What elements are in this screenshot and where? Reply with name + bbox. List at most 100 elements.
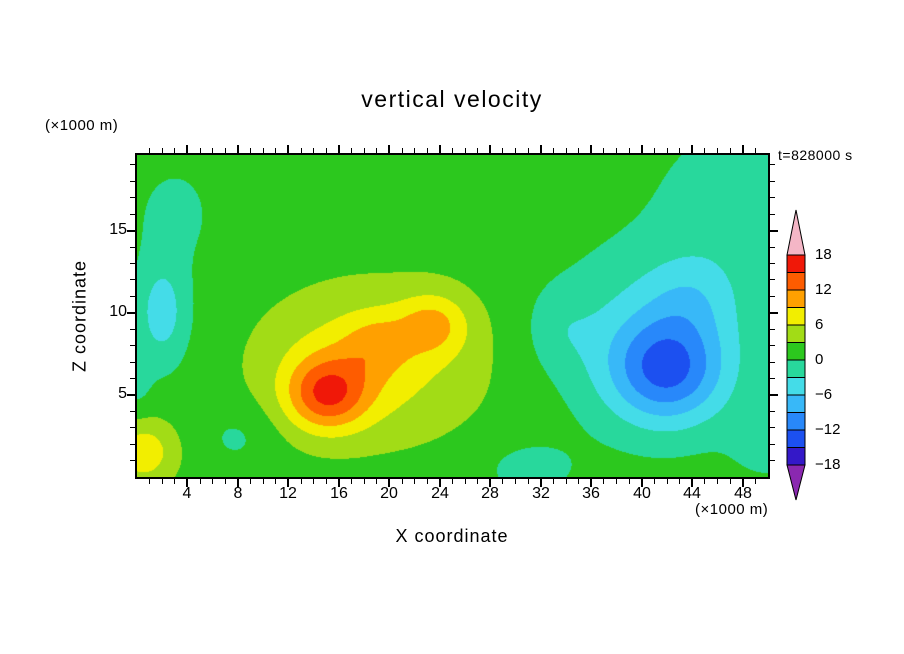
tick-mark <box>414 479 415 484</box>
tick-mark <box>553 148 554 153</box>
tick-mark <box>770 247 775 248</box>
tick-mark <box>717 479 718 484</box>
x-tick-label: 36 <box>582 485 600 502</box>
tick-mark <box>130 279 135 280</box>
tick-mark <box>770 460 775 461</box>
colorbar-segment <box>786 377 806 396</box>
tick-mark <box>174 148 175 153</box>
tick-mark <box>364 479 365 484</box>
tick-mark <box>162 479 163 484</box>
tick-mark <box>439 479 441 487</box>
colorbar-segment <box>786 289 806 308</box>
tick-mark <box>212 148 213 153</box>
tick-mark <box>212 479 213 484</box>
tick-mark <box>641 479 643 487</box>
tick-mark <box>770 362 775 363</box>
tick-mark <box>130 427 135 428</box>
tick-mark <box>770 263 775 264</box>
tick-mark <box>770 296 775 297</box>
tick-mark <box>489 479 491 487</box>
x-tick-label: 12 <box>279 485 297 502</box>
tick-mark <box>388 145 390 153</box>
tick-mark <box>730 148 731 153</box>
tick-mark <box>130 362 135 363</box>
tick-mark <box>225 148 226 153</box>
tick-mark <box>439 145 441 153</box>
tick-mark <box>502 479 503 484</box>
tick-mark <box>742 145 744 153</box>
tick-mark <box>477 479 478 484</box>
tick-mark <box>237 145 239 153</box>
tick-mark <box>364 148 365 153</box>
tick-mark <box>275 479 276 484</box>
tick-mark <box>590 479 592 487</box>
tick-mark <box>742 479 744 487</box>
tick-mark <box>351 479 352 484</box>
colorbar-segment <box>786 272 806 291</box>
colorbar-segment <box>786 307 806 326</box>
tick-mark <box>351 148 352 153</box>
time-annotation: t=828000 s <box>778 147 853 163</box>
tick-mark <box>770 230 778 232</box>
tick-mark <box>452 479 453 484</box>
tick-mark <box>540 145 542 153</box>
colorbar-tick-label: −18 <box>815 456 841 473</box>
tick-mark <box>313 148 314 153</box>
tick-mark <box>603 479 604 484</box>
tick-mark <box>452 148 453 153</box>
x-axis-label: X coordinate <box>395 526 509 546</box>
tick-mark <box>149 148 150 153</box>
x-tick-label: 24 <box>431 485 449 502</box>
tick-mark <box>127 394 135 396</box>
colorbar-segment <box>786 429 806 448</box>
tick-mark <box>629 479 630 484</box>
tick-mark <box>528 479 529 484</box>
tick-mark <box>641 145 643 153</box>
tick-mark <box>402 148 403 153</box>
tick-mark <box>629 148 630 153</box>
colorbar-over-arrow <box>786 209 806 256</box>
tick-mark <box>250 479 251 484</box>
tick-mark <box>667 148 668 153</box>
z-tick-label: 15 <box>109 221 127 238</box>
tick-mark <box>162 148 163 153</box>
tick-mark <box>755 148 756 153</box>
tick-mark <box>263 479 264 484</box>
x-tick-label: 16 <box>330 485 348 502</box>
tick-mark <box>770 329 775 330</box>
tick-mark <box>127 312 135 314</box>
colorbar-tick-label: 0 <box>815 351 824 368</box>
tick-mark <box>477 148 478 153</box>
tick-mark <box>200 148 201 153</box>
tick-mark <box>704 479 705 484</box>
tick-mark <box>770 378 775 379</box>
tick-mark <box>376 479 377 484</box>
tick-mark <box>528 148 529 153</box>
colorbar-svg <box>786 209 806 501</box>
tick-mark <box>130 247 135 248</box>
z-tick-label: 5 <box>118 385 127 402</box>
tick-mark <box>590 145 592 153</box>
tick-mark <box>770 345 775 346</box>
x-tick-label: 28 <box>481 485 499 502</box>
tick-mark <box>691 479 693 487</box>
tick-mark <box>130 378 135 379</box>
x-axis-unit: (×1000 m) <box>695 501 769 518</box>
tick-mark <box>770 214 775 215</box>
tick-mark <box>770 312 778 314</box>
tick-mark <box>200 479 201 484</box>
tick-mark <box>130 263 135 264</box>
tick-mark <box>388 479 390 487</box>
colorbar-tick-label: −12 <box>815 421 841 438</box>
colorbar-tick-label: −6 <box>815 386 833 403</box>
z-tick-label: 10 <box>109 303 127 320</box>
tick-mark <box>313 479 314 484</box>
tick-mark <box>263 148 264 153</box>
tick-mark <box>717 148 718 153</box>
tick-mark <box>465 479 466 484</box>
tick-mark <box>770 411 775 412</box>
contour-canvas <box>137 155 768 477</box>
tick-mark <box>704 148 705 153</box>
tick-mark <box>515 148 516 153</box>
